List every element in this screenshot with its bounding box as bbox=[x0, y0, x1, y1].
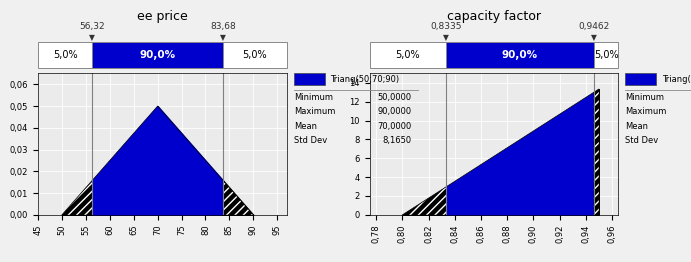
Text: Minimum: Minimum bbox=[294, 93, 332, 102]
Text: Triang(50;70;90): Triang(50;70;90) bbox=[330, 75, 399, 84]
Text: ▼: ▼ bbox=[89, 33, 95, 42]
Text: Maximum: Maximum bbox=[625, 107, 667, 116]
Text: 5,0%: 5,0% bbox=[53, 50, 77, 60]
Text: Std Dev: Std Dev bbox=[294, 136, 327, 145]
Text: Mean: Mean bbox=[294, 122, 316, 131]
Text: 70,0000: 70,0000 bbox=[377, 122, 411, 131]
Text: 56,32: 56,32 bbox=[79, 23, 105, 31]
Text: 83,68: 83,68 bbox=[210, 23, 236, 31]
Text: ▼: ▼ bbox=[444, 33, 449, 42]
Text: capacity factor: capacity factor bbox=[447, 10, 541, 24]
Text: Minimum: Minimum bbox=[625, 93, 664, 102]
Text: ee price: ee price bbox=[137, 10, 188, 24]
Text: 0,8335: 0,8335 bbox=[430, 23, 462, 31]
Text: ▼: ▼ bbox=[220, 33, 226, 42]
Text: ▼: ▼ bbox=[591, 33, 597, 42]
Text: 90,0%: 90,0% bbox=[140, 50, 176, 60]
Text: 5,0%: 5,0% bbox=[396, 50, 420, 60]
Text: Maximum: Maximum bbox=[294, 107, 335, 116]
Text: 8,1650: 8,1650 bbox=[382, 136, 411, 145]
Text: 5,0%: 5,0% bbox=[243, 50, 267, 60]
Text: Triang(0,8;0,95;0,95): Triang(0,8;0,95;0,95) bbox=[662, 75, 691, 84]
Text: Std Dev: Std Dev bbox=[625, 136, 659, 145]
Text: 0,9462: 0,9462 bbox=[578, 23, 609, 31]
Text: 90,0%: 90,0% bbox=[502, 50, 538, 60]
Text: 50,0000: 50,0000 bbox=[377, 93, 411, 102]
Text: 90,0000: 90,0000 bbox=[377, 107, 411, 116]
Text: Mean: Mean bbox=[625, 122, 648, 131]
Text: 5,0%: 5,0% bbox=[594, 50, 618, 60]
